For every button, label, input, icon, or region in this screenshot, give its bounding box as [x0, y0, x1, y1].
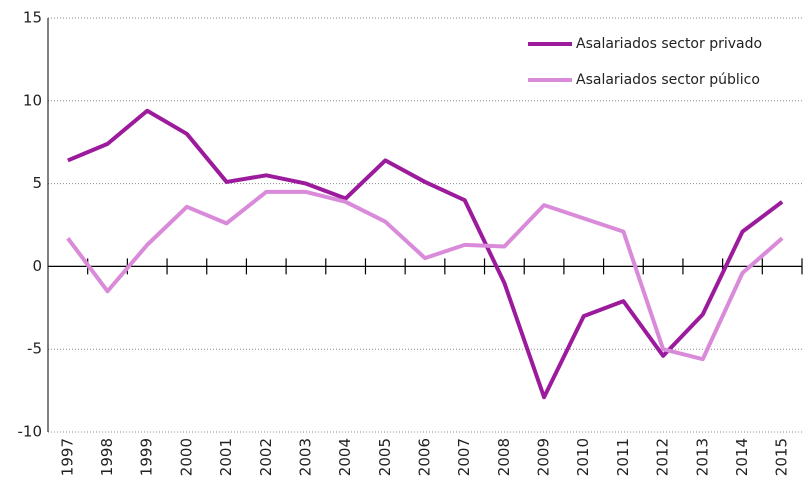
y-tick-label: -5	[27, 340, 42, 358]
x-tick-label: 2012	[654, 438, 672, 476]
x-tick-label: 1998	[98, 438, 116, 476]
series-line	[66, 189, 784, 362]
y-tick-label: 0	[32, 257, 42, 275]
x-tick-label: 1997	[58, 438, 76, 476]
x-tick-label: 2004	[336, 438, 354, 476]
y-tick-label: 15	[23, 9, 42, 27]
x-tick-label: 2010	[574, 438, 592, 476]
series-line	[67, 108, 784, 400]
legend-label: Asalariados sector público	[576, 72, 760, 88]
legend-label: Asalariados sector privado	[576, 36, 762, 52]
x-tick-label: 2005	[376, 438, 394, 476]
x-tick-label: 2007	[455, 438, 473, 476]
x-tick-label: 2015	[773, 438, 791, 476]
x-tick-label: 2002	[257, 438, 275, 476]
x-tick-label: 2009	[535, 438, 553, 476]
x-tick-label: 2000	[177, 438, 195, 476]
x-tick-label: 2008	[495, 438, 513, 476]
x-tick-label: 2014	[733, 438, 751, 476]
y-tick-label: -10	[18, 423, 43, 441]
x-tick-label: 2001	[217, 438, 235, 476]
x-tick-label: 1999	[138, 438, 156, 476]
x-tick-label: 2003	[296, 438, 314, 476]
y-tick-label: 10	[23, 91, 42, 109]
x-tick-label: 2006	[416, 438, 434, 476]
x-tick-label: 2011	[614, 438, 632, 476]
y-tick-label: 5	[32, 174, 42, 192]
x-tick-label: 2013	[693, 438, 711, 476]
